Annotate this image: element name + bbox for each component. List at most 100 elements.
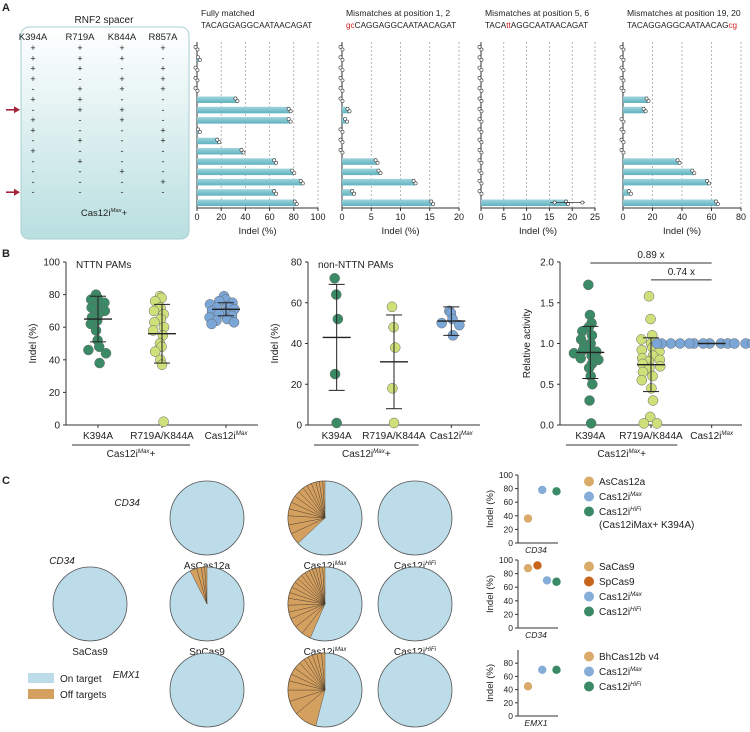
table-cell: - [32,167,35,177]
panel-label-c: C [2,475,10,487]
replicate-point [626,189,631,194]
data-point [332,313,344,325]
gene-label-base: CD34 [49,556,75,567]
replicate-point [373,158,378,163]
replicate-point [340,78,345,83]
pie-chart [169,480,245,556]
data-point [740,338,750,349]
highlight-arrow-icon [14,106,20,114]
replicate-point [479,119,484,124]
y-tick-label: 40 [504,685,514,695]
replicate-point [340,47,345,52]
replicate-point [479,171,484,176]
bar-panel-title: Mismatches at position 19, 20 [627,8,741,18]
y-tick-label: 40 [504,511,514,521]
x-axis-label: Indel (%) [663,226,701,237]
replicate-point [233,96,238,101]
table-cell: + [119,105,124,115]
data-point [644,411,656,423]
replicate-point [340,68,345,73]
category-label-sup: Max [721,430,734,437]
pie-label-sup: HiFi [425,646,437,653]
legend-label-base: SaCas9 [599,562,635,573]
pie-label: Cas12iMax [304,646,348,658]
replicate-point [477,96,482,101]
pie-label-base: Cas12i [394,561,425,572]
legend-label-base: Cas12i [599,682,630,693]
category-label-base: K394A [322,431,352,442]
replicate-point [621,68,626,73]
x-tick-label: 5 [369,212,374,222]
bar [342,178,416,186]
replicate-point [300,181,305,186]
y-tick-label: 60 [291,298,303,309]
legend-label-sup: Max [630,491,643,498]
table-cell: - [32,105,35,115]
table-cell: - [121,136,124,146]
spacer-table-bg [20,26,190,240]
sequence-part: AGGCAATAACAGAT [511,21,588,30]
y-tick-label: 0 [54,421,60,432]
bar-panel-sequence: gcCAGGAGGCAATAACAGAT [346,21,456,30]
bar [197,158,276,165]
replicate-point [235,99,240,103]
replicate-point [241,150,246,155]
legend-label-sup: Max [630,666,643,673]
table-cell: + [77,136,82,146]
y-tick-label: 20 [504,524,514,534]
data-point [575,352,586,364]
y-tick-label: 100 [43,258,60,269]
column-header: R719A [65,32,95,43]
data-point [100,348,112,359]
table-cell: - [121,177,124,187]
table-cell: - [32,177,35,187]
replicate-point [477,148,482,152]
table-cell: - [79,187,82,197]
group-label-sup: Max [373,448,386,455]
bar-panel-sequence: TACAttAGGCAATAACAGAT [485,21,588,30]
replicate-point [479,78,484,83]
table-cell: - [162,156,165,166]
replicate-point [292,199,297,204]
replicate-point [479,140,484,145]
legend-label: On target [60,674,102,685]
data-point [436,317,447,329]
data-point [388,417,400,429]
replicate-point [641,106,646,111]
replicate-point [477,127,482,132]
gene-label-base: EMX1 [113,670,140,681]
legend-label-base: AsCas12a [599,477,646,488]
table-cell: + [77,156,82,166]
x-tick-label: 20 [454,212,464,222]
replicate-point [196,127,200,132]
pie-label: Cas12iMax [304,560,348,572]
legend-dot [584,681,594,692]
table-cell: + [119,167,124,177]
legend-dot [584,576,594,587]
gene-label: EMX1 [113,670,140,681]
replicate-point [479,109,484,114]
gene-label: CD34 [525,630,547,640]
replicate-point [298,178,303,183]
replicate-point [343,117,348,122]
replicate-point [217,140,222,145]
replicate-point [690,168,695,173]
table-cell: + [30,146,35,156]
table-cell: + [30,64,35,74]
replicate-point [621,140,626,145]
y-tick-label: 20 [49,388,61,399]
replicate-point [621,57,626,62]
replicate-point [195,78,200,83]
data-point [454,319,465,331]
replicate-point [429,199,434,204]
legend-dot [584,476,594,487]
table-cell: - [162,187,165,197]
replicate-point [338,76,343,80]
column-header: K394A [19,32,48,43]
y-axis-label: Indel (%) [485,490,496,528]
y-tick-label: 40 [504,596,514,606]
group-label: Cas12iMax+ [597,448,646,460]
gene-label: CD34 [525,545,547,555]
y-tick-label: 40 [49,355,61,366]
table-cell: + [119,43,124,53]
